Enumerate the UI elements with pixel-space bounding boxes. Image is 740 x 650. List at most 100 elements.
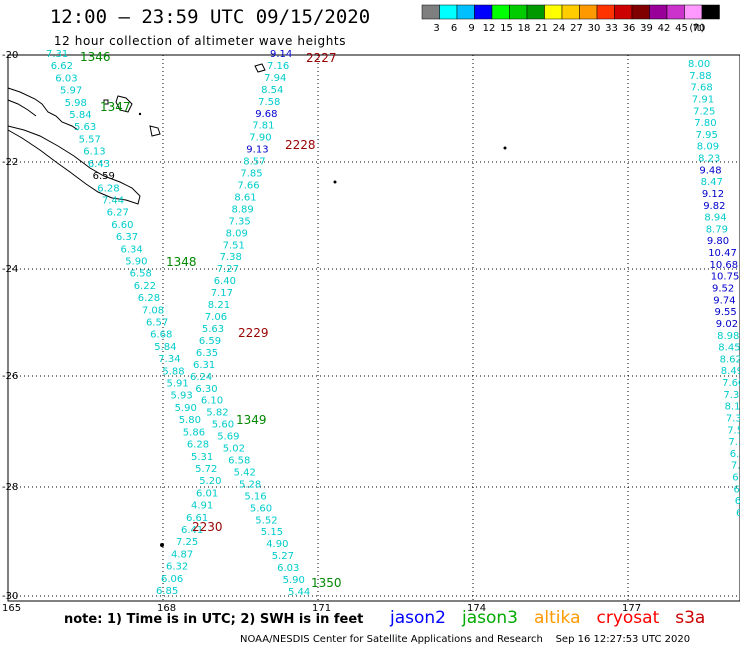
legend-label: 30 xyxy=(588,23,601,34)
legend-label: 33 xyxy=(605,23,618,34)
wave-height-value: 8.49 xyxy=(721,366,740,377)
wave-height-value: 7.3 xyxy=(726,414,740,425)
map-frame xyxy=(7,54,740,602)
pass-time-label: 1348 xyxy=(166,255,197,269)
map-subtitle: 12 hour collection of altimeter wave hei… xyxy=(53,34,347,48)
reef-islet xyxy=(254,63,266,73)
wave-height-value: 8.23 xyxy=(698,154,720,165)
wave-height-value: 10.68 xyxy=(710,260,739,271)
lon-label: 177 xyxy=(622,603,641,614)
wave-height-value: 6.59 xyxy=(199,336,221,347)
islet-dot-2 xyxy=(333,180,337,184)
lat-label: -24 xyxy=(2,264,18,275)
wave-height-value: 9.48 xyxy=(699,165,721,176)
wave-height-value: 7.27 xyxy=(217,264,239,275)
wave-height-value: 5.91 xyxy=(167,379,189,390)
wave-height-value: 5.60 xyxy=(212,420,234,431)
wave-height-value: 7.51 xyxy=(223,240,245,251)
satellite-altika: altika xyxy=(534,608,581,628)
color-legend: 3 6 9 12 15 18 21 24 27 30 33 36 39 42 45 70(ft) xyxy=(421,4,720,34)
wave-height-value: 7.85 xyxy=(240,169,262,180)
islet-dot-3 xyxy=(138,112,142,116)
lat-label: -22 xyxy=(2,157,18,168)
generated-timestamp: Sep 16 12:27:53 UTC 2020 xyxy=(555,634,691,645)
satellite-s3a: s3a xyxy=(675,608,706,628)
wave-height-value: 6.61 xyxy=(186,513,208,524)
wave-height-value: 7.5 xyxy=(727,425,740,436)
wave-height-value: 8.79 xyxy=(706,224,728,235)
wave-height-value: 6.68 xyxy=(150,330,172,341)
wave-height-value: 7.16 xyxy=(267,61,289,72)
lon-label: 165 xyxy=(2,603,21,614)
legend-swatch xyxy=(614,4,633,20)
satellite-jason2: jason2 xyxy=(390,608,446,628)
grid-lines xyxy=(7,54,740,601)
wave-height-value: 8.89 xyxy=(232,204,254,215)
wave-height-value: 9.74 xyxy=(713,295,735,306)
legend-swatch xyxy=(666,4,685,20)
pass-time-label: 2228 xyxy=(285,138,316,152)
legend-swatch xyxy=(649,4,668,20)
wave-height-value: 9.68 xyxy=(255,109,277,120)
wave-height-value: 6.28 xyxy=(97,183,119,194)
wave-height-value: 7.06 xyxy=(205,312,227,323)
credit-text: NOAA/NESDIS Center for Satellite Applica… xyxy=(240,634,543,645)
wave-height-value: 6.37 xyxy=(116,232,138,243)
legend-label: 21 xyxy=(535,23,548,34)
wave-height-value: 8.61 xyxy=(234,193,256,204)
pass-time-label: 1350 xyxy=(311,576,342,590)
longitude-labels: 165 168 171 174 177 xyxy=(2,603,641,614)
wave-height-value: 5.90 xyxy=(283,575,305,586)
wave-height-value: 6.85 xyxy=(156,586,178,597)
wave-height-value: 5.27 xyxy=(272,551,294,562)
satellite-cryosat: cryosat xyxy=(596,608,660,628)
wave-height-value: 8.1 xyxy=(725,402,740,413)
islet-dot-4 xyxy=(160,543,164,547)
wave-height-value: 6.03 xyxy=(55,73,77,84)
wave-height-value: 6.34 xyxy=(121,244,143,255)
wave-height-value: 6.03 xyxy=(277,563,299,574)
wave-height-value: 5.16 xyxy=(244,491,266,502)
wave-height-value: 5.15 xyxy=(261,527,283,538)
wave-height-value: 6.43 xyxy=(88,159,110,170)
legend-label: 36 xyxy=(623,23,636,34)
wave-height-value: 8.21 xyxy=(208,300,230,311)
wave-height-value: 6.58 xyxy=(130,269,152,280)
wave-height-value: 5.63 xyxy=(202,324,224,335)
wave-height-value: 5.31 xyxy=(191,452,213,463)
wave-height-value: 9.52 xyxy=(712,284,734,295)
wave-height-value: 7.68 xyxy=(691,83,713,94)
coastline xyxy=(7,63,266,205)
wave-height-value: 7.91 xyxy=(692,94,714,105)
wave-height-value: 9.12 xyxy=(702,189,724,200)
wave-height-value: 9.02 xyxy=(716,319,738,330)
lat-label: -28 xyxy=(2,482,18,493)
wave-height-value: 5.44 xyxy=(288,587,310,598)
loyalty-island-2 xyxy=(149,125,161,137)
legend-swatch xyxy=(439,4,458,20)
legend-swatch xyxy=(701,4,720,20)
lat-label: -20 xyxy=(2,50,18,61)
loyalty-island-1 xyxy=(115,95,133,113)
vanuatu-coast xyxy=(7,87,79,131)
wave-height-value: 6.28 xyxy=(138,293,160,304)
wave-height-value: 7.90 xyxy=(249,133,271,144)
wave-height-value: 6 xyxy=(732,473,738,484)
legend-label: 27 xyxy=(570,23,583,34)
wave-height-value: 7.35 xyxy=(229,216,251,227)
pass-time-label: 1347 xyxy=(100,100,131,114)
wave-height-value: 6.06 xyxy=(161,574,183,585)
wave-height-value: 7.17 xyxy=(211,288,233,299)
vanuatu-coast-2 xyxy=(7,99,37,117)
wave-height-value: 8.94 xyxy=(704,213,726,224)
wave-height-value: 8.57 xyxy=(243,157,265,168)
wave-height-value: 7.58 xyxy=(258,97,280,108)
islet-2 xyxy=(103,99,109,105)
wave-height-value: 7.81 xyxy=(252,121,274,132)
wave-height-value: 6.57 xyxy=(146,318,168,329)
wave-height-value: 6.27 xyxy=(107,208,129,219)
wave-height-value: 8.09 xyxy=(226,228,248,239)
wave-height-value: 6.9 xyxy=(730,449,740,460)
legend-label: 9 xyxy=(468,23,474,34)
wave-height-value: 7.34 xyxy=(158,354,180,365)
